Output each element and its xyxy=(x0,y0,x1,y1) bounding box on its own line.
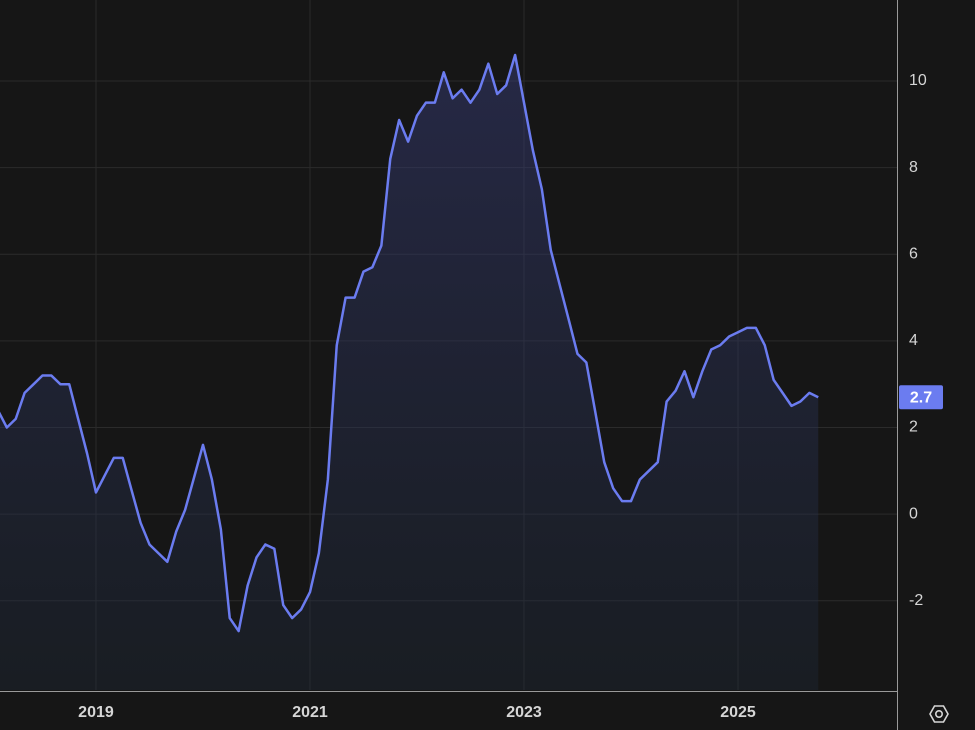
settings-icon[interactable] xyxy=(929,705,949,723)
y-tick-label: 0 xyxy=(909,505,918,522)
y-tick-label: 6 xyxy=(909,245,918,262)
settings-button[interactable] xyxy=(929,705,949,723)
y-tick-label: -2 xyxy=(909,592,923,609)
y-tick-label: 8 xyxy=(909,159,918,176)
last-value-badge xyxy=(899,385,943,410)
y-tick-label: 2 xyxy=(909,419,918,436)
y-tick-label: 10 xyxy=(909,72,927,89)
data-line xyxy=(0,53,819,633)
x-tick-label: 2025 xyxy=(720,704,756,721)
y-tick-label: 4 xyxy=(909,332,918,349)
labels: -2 0 2 4 6 8 10 12 2019 2021 2023 2025 2.7 xyxy=(78,0,943,721)
x-tick-label: 2019 xyxy=(78,704,114,721)
area-fill xyxy=(0,55,819,690)
x-tick-label: 2021 xyxy=(292,704,328,721)
plot xyxy=(0,53,819,690)
settings-icon-center[interactable] xyxy=(934,709,944,719)
last-value-label: 2.7 xyxy=(910,389,932,406)
y-tick-label: 12 xyxy=(909,0,927,3)
x-tick-label: 2023 xyxy=(506,704,542,721)
